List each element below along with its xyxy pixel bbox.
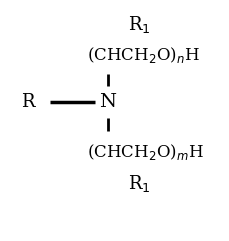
Text: (CHCH$_2$O)$_m$H: (CHCH$_2$O)$_m$H bbox=[87, 142, 204, 162]
Text: R: R bbox=[21, 94, 34, 111]
Text: (CHCH$_2$O)$_n$H: (CHCH$_2$O)$_n$H bbox=[87, 46, 200, 65]
Text: R$_1$: R$_1$ bbox=[128, 13, 151, 35]
Text: R$_1$: R$_1$ bbox=[128, 173, 151, 194]
Text: N: N bbox=[99, 94, 116, 111]
